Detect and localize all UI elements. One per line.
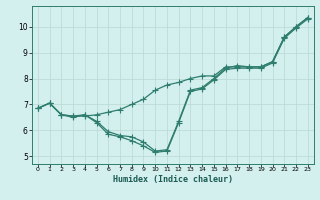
X-axis label: Humidex (Indice chaleur): Humidex (Indice chaleur) [113,175,233,184]
